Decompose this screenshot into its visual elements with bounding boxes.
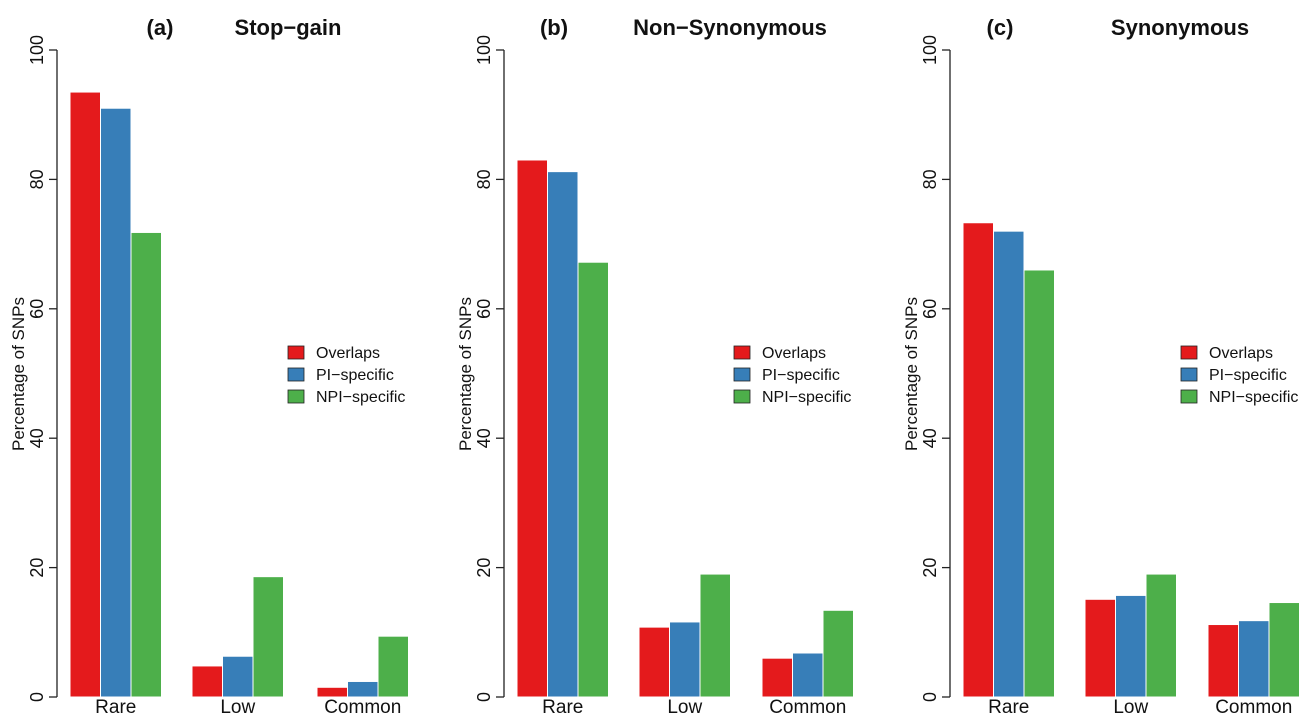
chart-panel: (b) Non−Synonymous 0 20 40 60 80 100 Percentage … — [456, 15, 854, 716]
bar — [699, 573, 731, 698]
x-category-label: Rare — [542, 697, 583, 716]
chart-panel: (c) Synonymous 0 20 40 60 80 100 Percentage of S… — [902, 15, 1300, 716]
bar — [1023, 269, 1055, 698]
y-tick-label: 40 — [920, 428, 940, 448]
bar — [669, 621, 701, 698]
legend-swatch — [1180, 389, 1198, 404]
legend-label: NPI−specific — [1209, 389, 1298, 406]
x-category-label: Low — [1113, 697, 1148, 716]
y-tick-label: 60 — [920, 299, 940, 319]
panel-label: (a) — [147, 15, 174, 40]
x-category-label: Low — [667, 697, 702, 716]
legend-label: PI−specific — [1209, 367, 1287, 384]
y-tick-label: 20 — [474, 558, 494, 578]
panel-label: (b) — [540, 15, 568, 40]
y-tick-label: 100 — [474, 35, 494, 65]
bar — [191, 665, 223, 698]
legend-label: Overlaps — [762, 345, 826, 362]
legend-label: PI−specific — [762, 367, 840, 384]
legend-swatch — [733, 367, 751, 382]
bar — [130, 231, 162, 698]
y-tick-label: 100 — [27, 35, 47, 65]
bar — [792, 652, 824, 698]
bar — [516, 159, 548, 698]
y-tick-label: 0 — [920, 692, 940, 702]
legend-swatch — [287, 367, 305, 382]
x-category-label: Common — [769, 697, 846, 716]
y-tick-label: 20 — [920, 558, 940, 578]
bar — [1207, 624, 1239, 698]
x-category-label: Common — [324, 697, 401, 716]
bar — [962, 222, 994, 698]
y-axis-label: Percentage of SNPs — [9, 297, 28, 451]
legend-swatch — [733, 345, 751, 360]
bar — [638, 626, 670, 698]
y-tick-label: 80 — [474, 169, 494, 189]
bar — [577, 261, 609, 698]
bar — [1115, 594, 1147, 698]
bar — [100, 107, 132, 698]
legend-label: PI−specific — [316, 367, 394, 384]
bar — [316, 686, 348, 698]
chart-title: Non−Synonymous — [633, 15, 827, 40]
y-tick-label: 80 — [27, 169, 47, 189]
bar — [377, 635, 409, 698]
legend-swatch — [1180, 345, 1198, 360]
legend: Overlaps PI−specific NPI−specific — [1180, 345, 1298, 406]
bar — [993, 230, 1025, 698]
legend-swatch — [1180, 367, 1198, 382]
y-tick-label: 60 — [474, 299, 494, 319]
bar — [347, 680, 379, 698]
legend: Overlaps PI−specific NPI−specific — [287, 345, 405, 406]
y-axis-label: Percentage of SNPs — [456, 297, 475, 451]
bar — [222, 655, 254, 698]
y-tick-label: 0 — [474, 692, 494, 702]
bar — [761, 657, 793, 698]
legend-swatch — [287, 389, 305, 404]
x-category-label: Rare — [95, 697, 136, 716]
y-tick-label: 80 — [920, 169, 940, 189]
bar — [1145, 573, 1177, 698]
bar — [547, 171, 579, 698]
chart-panel: (a) Stop−gain 0 20 40 60 80 100 Percentage of SN… — [9, 15, 409, 716]
bar — [252, 576, 284, 698]
y-tick-label: 100 — [920, 35, 940, 65]
panel-label: (c) — [987, 15, 1014, 40]
y-tick-label: 40 — [27, 428, 47, 448]
legend-label: NPI−specific — [762, 389, 851, 406]
bar — [1084, 598, 1116, 698]
bar — [69, 91, 101, 698]
bar — [1238, 620, 1270, 698]
legend-label: Overlaps — [316, 345, 380, 362]
x-category-label: Rare — [988, 697, 1029, 716]
y-tick-label: 20 — [27, 558, 47, 578]
legend-swatch — [733, 389, 751, 404]
legend-swatch — [287, 345, 305, 360]
legend-label: NPI−specific — [316, 389, 405, 406]
legend-label: Overlaps — [1209, 345, 1273, 362]
bar — [1268, 602, 1300, 698]
y-tick-label: 60 — [27, 299, 47, 319]
y-tick-label: 0 — [27, 692, 47, 702]
x-category-label: Low — [220, 697, 255, 716]
chart-title: Stop−gain — [235, 15, 342, 40]
y-axis-label: Percentage of SNPs — [902, 297, 921, 451]
x-category-label: Common — [1215, 697, 1292, 716]
bar — [822, 609, 854, 698]
legend: Overlaps PI−specific NPI−specific — [733, 345, 851, 406]
y-tick-label: 40 — [474, 428, 494, 448]
chart-title: Synonymous — [1111, 15, 1249, 40]
